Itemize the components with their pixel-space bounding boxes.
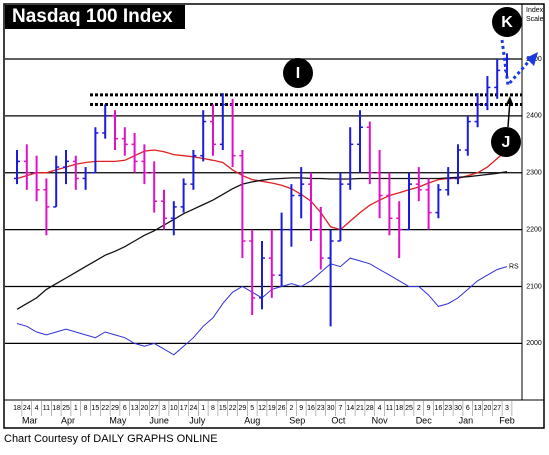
line-series [16,170,508,310]
x-tick-label: 22 [229,405,237,412]
annotation-circle [283,58,313,88]
annotation: J [502,134,511,151]
x-tick-label: 13 [131,405,139,412]
x-tick-label: 15 [219,405,227,412]
chart-title: Nasdaq 100 Index [12,6,173,27]
x-tick-label: 11 [386,405,393,412]
x-tick-label: 23 [444,405,452,412]
x-tick-label: 18 [395,405,403,412]
arrow-head [526,52,538,66]
x-tick-label: 1 [74,405,78,412]
x-tick-label: 24 [190,405,198,412]
x-tick-label: 23 [317,405,325,412]
arrow [500,39,532,89]
y-tick-label: 2100 [526,283,542,290]
x-tick-label: 6 [466,405,470,412]
x-tick-label: 3 [505,405,509,412]
annotation: I [296,65,300,82]
x-tick-label: 2 [417,405,421,412]
y-tick-label: 2300 [526,170,542,177]
x-tick-label: 29 [111,405,119,412]
month-label: Sep [289,415,305,425]
annotation-circle [491,127,521,157]
x-tick-label: 26 [278,405,286,412]
x-tick-label: 21 [356,405,364,412]
scale-label: Scale [526,16,544,23]
month-label: Jan [459,415,474,425]
x-tick-label: 20 [484,405,492,412]
month-label: Aug [244,415,260,425]
month-label: Feb [499,415,515,425]
x-tick-label: 16 [435,405,443,412]
x-tick-label: 20 [141,405,149,412]
arrow [507,99,511,128]
x-tick-label: 2 [289,405,293,412]
x-tick-label: 25 [405,405,413,412]
x-tick-label: 30 [454,405,462,412]
x-tick-label: 9 [299,405,303,412]
month-label: July [189,415,206,425]
x-tick-label: 16 [307,405,315,412]
x-tick-label: 13 [474,405,482,412]
footer: Chart Courtesy of DAILY GRAPHS ONLINE [4,433,218,445]
x-tick-label: 22 [101,405,109,412]
x-tick-label: 19 [268,405,276,412]
x-tick-label: 14 [346,405,354,412]
y-tick-label: 2400 [526,113,542,120]
x-tick-label: 6 [123,405,127,412]
x-tick-label: 24 [23,405,31,412]
annotation-circle [492,7,522,37]
rs-label: RS [509,263,519,270]
month-label: Mar [22,415,38,425]
x-tick-label: 28 [366,405,374,412]
x-tick-label: 5 [250,405,254,412]
x-tick-label: 9 [427,405,431,412]
x-tick-label: 11 [43,405,50,412]
x-tick-label: 4 [378,405,382,412]
x-tick-label: 18 [13,405,21,412]
month-label: Oct [331,415,346,425]
month-label: May [109,415,127,425]
frame [3,3,545,429]
month-label: Dec [416,415,433,425]
line-series [16,149,508,231]
x-tick-label: 3 [162,405,166,412]
x-tick-label: 15 [92,405,100,412]
x-tick-label: 27 [150,405,158,412]
month-label: June [149,415,169,425]
annotation: K [501,14,513,31]
x-tick-label: 30 [327,405,335,412]
y-tick-label: 2000 [526,340,542,347]
x-tick-label: 4 [35,405,39,412]
x-tick-label: 29 [239,405,247,412]
x-tick-label: 12 [258,405,266,412]
x-tick-label: 7 [338,405,342,412]
x-tick-label: 18 [52,405,60,412]
x-tick-label: 27 [493,405,501,412]
scale-label: Index [526,7,544,14]
x-tick-label: 1 [201,405,205,412]
title-box [5,5,185,29]
y-tick-label: 2200 [526,226,542,233]
x-tick-label: 10 [170,405,178,412]
arrow-head [506,96,513,104]
month-label: Apr [61,415,75,425]
x-tick-label: 17 [180,405,188,412]
x-tick-label: 8 [84,405,88,412]
month-label: Nov [372,415,389,425]
x-tick-label: 25 [62,405,70,412]
x-tick-label: 8 [211,405,215,412]
